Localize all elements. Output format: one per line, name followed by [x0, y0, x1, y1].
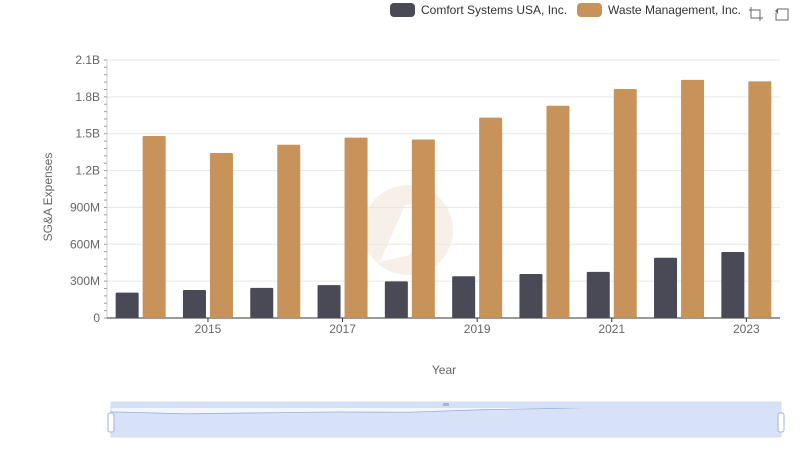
bar-comfort-systems-2019 — [452, 276, 476, 318]
bar-comfort-systems-2017 — [317, 285, 341, 318]
bar-waste-management-2016 — [277, 144, 301, 318]
bar-comfort-systems-2020 — [519, 274, 543, 318]
bar-waste-management-2022 — [681, 79, 705, 318]
bar-comfort-systems-2021 — [586, 271, 610, 318]
y-tick-label: 1.8B — [75, 90, 100, 104]
bar-comfort-systems-2015 — [182, 289, 206, 318]
x-tick-label: 2019 — [464, 322, 491, 336]
legend-item-comfort-systems[interactable]: Comfort Systems USA, Inc. — [390, 3, 567, 17]
y-tick-label: 1.2B — [75, 164, 100, 178]
x-tick-label: 2017 — [329, 322, 356, 336]
bar-waste-management-2015 — [209, 153, 233, 318]
y-tick-label: 300M — [70, 274, 100, 288]
legend-item-waste-management[interactable]: Waste Management, Inc. — [577, 3, 741, 17]
x-tick-label: 2015 — [195, 322, 222, 336]
bar-comfort-systems-2014 — [115, 292, 139, 318]
zoom-handle-right[interactable] — [777, 412, 785, 433]
bar-comfort-systems-2016 — [250, 287, 274, 318]
legend-label-waste-management: Waste Management, Inc. — [608, 3, 741, 17]
bar-waste-management-2019 — [479, 117, 503, 319]
bar-waste-management-2021 — [613, 88, 637, 318]
zoom-preview-area — [111, 405, 781, 437]
bar-comfort-systems-2022 — [654, 257, 678, 318]
bar-waste-management-2023 — [748, 81, 772, 319]
x-axis-label: Year — [431, 363, 457, 377]
data-zoom-slider[interactable] — [107, 401, 785, 438]
zoom-grip — [443, 403, 449, 406]
restore-icon[interactable] — [774, 6, 790, 22]
legend: Comfort Systems USA, Inc. Waste Manageme… — [390, 3, 741, 17]
bar-comfort-systems-2018 — [384, 281, 408, 318]
bar-waste-management-2020 — [546, 105, 570, 319]
zoom-icon[interactable] — [748, 6, 764, 22]
y-tick-label: 900M — [70, 200, 100, 214]
y-tick-label: 1.5B — [75, 127, 100, 141]
bar-waste-management-2018 — [411, 139, 435, 318]
watermark-logo — [363, 185, 453, 275]
x-tick-label: 2021 — [598, 322, 625, 336]
y-tick-label: 0 — [93, 311, 100, 325]
y-tick-label: 2.1B — [75, 53, 100, 67]
legend-swatch-comfort-systems — [390, 3, 415, 17]
bar-waste-management-2017 — [344, 137, 368, 318]
y-tick-label: 600M — [70, 237, 100, 251]
x-tick-label: 2023 — [733, 322, 760, 336]
zoom-handle-left[interactable] — [107, 412, 115, 433]
legend-swatch-waste-management — [577, 3, 603, 17]
legend-label-comfort-systems: Comfort Systems USA, Inc. — [421, 3, 568, 17]
bar-comfort-systems-2023 — [721, 252, 745, 318]
bar-waste-management-2014 — [142, 136, 166, 318]
